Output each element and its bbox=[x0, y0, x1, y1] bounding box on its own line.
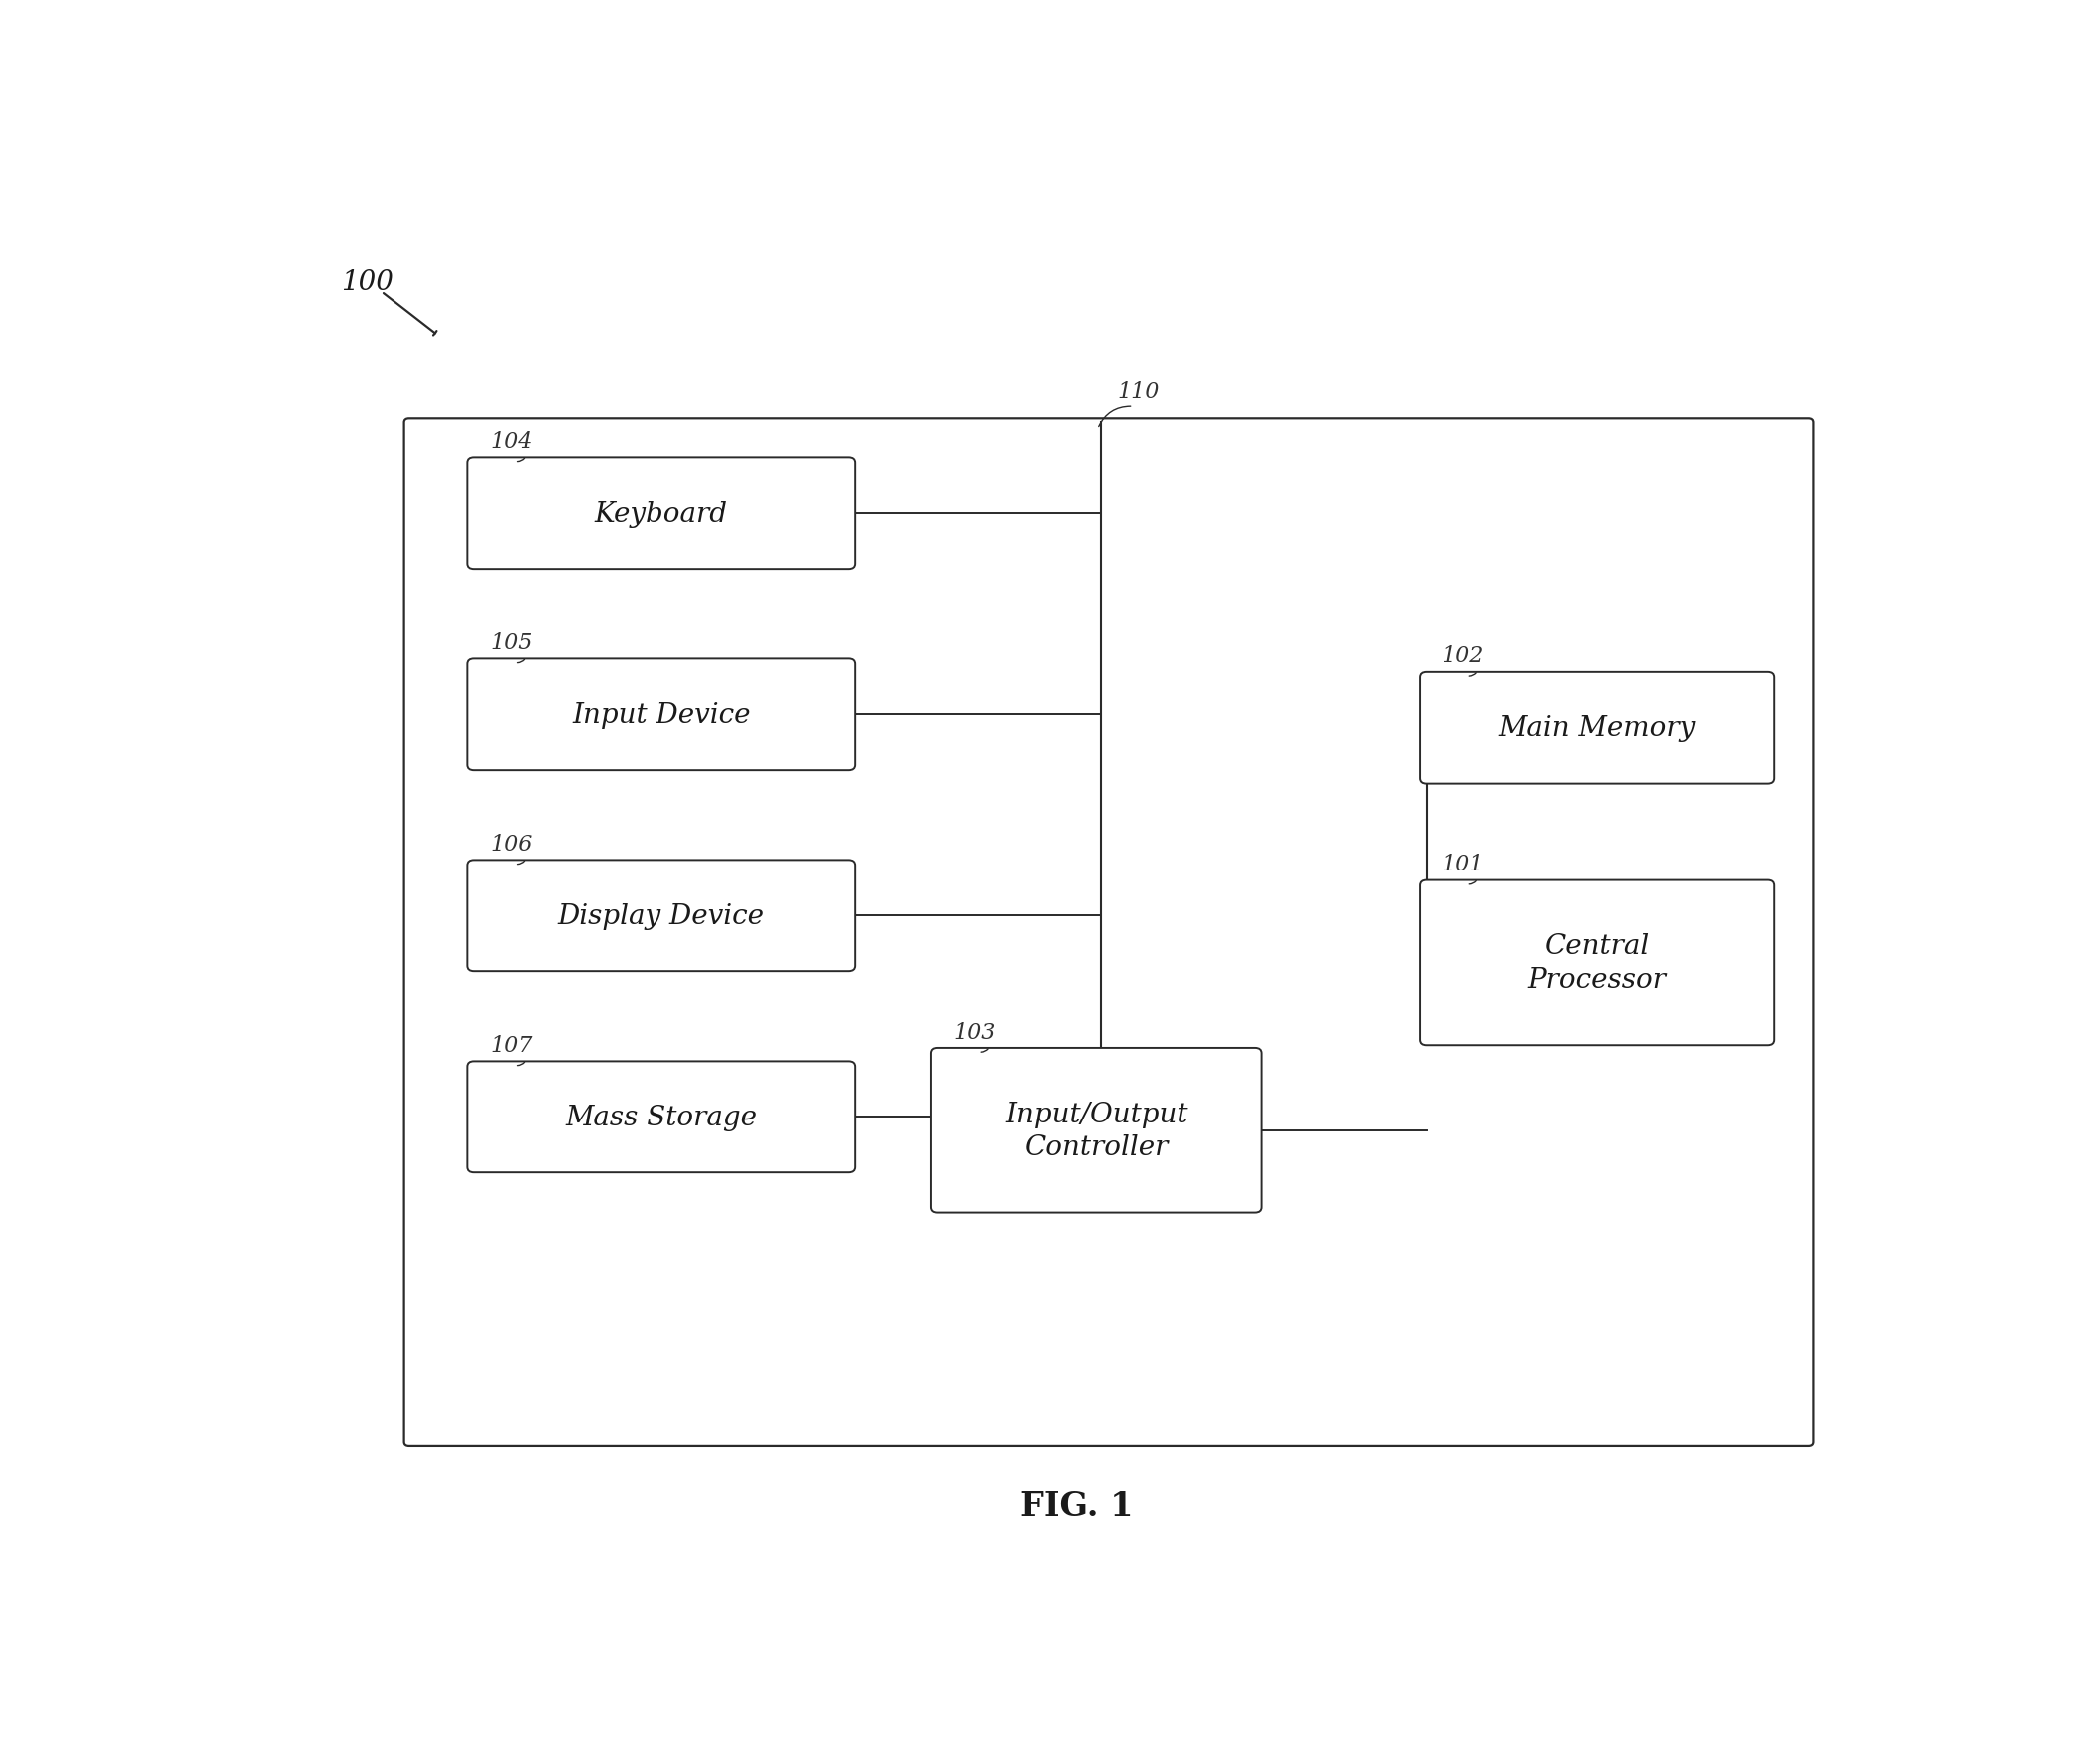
FancyBboxPatch shape bbox=[468, 458, 855, 569]
Text: Input/Output
Controller: Input/Output Controller bbox=[1006, 1100, 1189, 1161]
Text: 107: 107 bbox=[491, 1034, 533, 1057]
Text: Mass Storage: Mass Storage bbox=[565, 1104, 758, 1130]
FancyBboxPatch shape bbox=[468, 860, 855, 971]
Text: 110: 110 bbox=[1117, 381, 1159, 404]
Text: Keyboard: Keyboard bbox=[594, 500, 729, 528]
FancyBboxPatch shape bbox=[932, 1048, 1262, 1213]
Text: Display Device: Display Device bbox=[559, 902, 764, 930]
Text: FIG. 1: FIG. 1 bbox=[1021, 1489, 1132, 1522]
Text: 102: 102 bbox=[1443, 646, 1485, 667]
Text: Main Memory: Main Memory bbox=[1499, 716, 1695, 742]
Text: 106: 106 bbox=[491, 834, 533, 855]
Text: 100: 100 bbox=[340, 270, 393, 296]
Text: 105: 105 bbox=[491, 632, 533, 655]
FancyBboxPatch shape bbox=[1420, 881, 1774, 1045]
FancyBboxPatch shape bbox=[468, 1062, 855, 1173]
Text: 104: 104 bbox=[491, 432, 533, 453]
FancyBboxPatch shape bbox=[468, 660, 855, 771]
FancyBboxPatch shape bbox=[1420, 672, 1774, 783]
Text: Input Device: Input Device bbox=[571, 702, 750, 728]
Text: Central
Processor: Central Processor bbox=[1529, 933, 1665, 992]
Text: 103: 103 bbox=[953, 1020, 995, 1043]
FancyBboxPatch shape bbox=[403, 420, 1814, 1447]
Text: 101: 101 bbox=[1443, 853, 1485, 876]
